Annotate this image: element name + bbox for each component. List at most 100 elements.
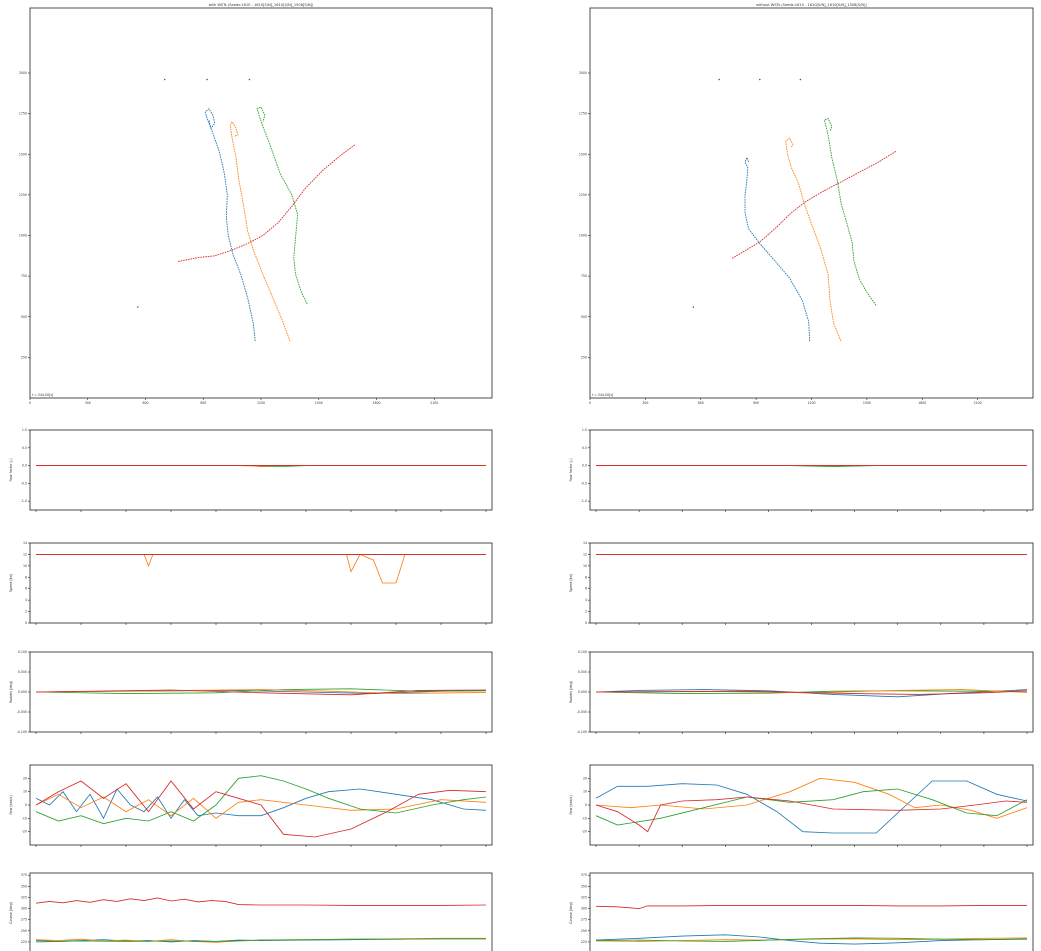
- left-timeseries-ylabel: Rudder [deg]: [9, 680, 13, 703]
- left-timeseries-green-line: [35, 938, 486, 943]
- right-trajectory-ytick-label: 500: [581, 315, 587, 319]
- right-timeseries-green-line: [595, 690, 1027, 695]
- left-timeseries-ytick-label: 0: [25, 803, 27, 807]
- right-trajectory-marker: [759, 78, 761, 81]
- left-timeseries-red-line: [35, 897, 487, 906]
- right-timeseries-ytick-label: 225: [581, 940, 587, 944]
- right-timeseries-ytick-label: 6: [585, 587, 587, 591]
- right-trajectory-frame: [589, 7, 1034, 399]
- right-timeseries-ytick-label: 8: [585, 575, 587, 579]
- right-timeseries-ytick-label: 0.5: [582, 446, 587, 450]
- left-trajectory-xtick-label: 900: [200, 401, 206, 405]
- left-timeseries-ytick-label: 350: [21, 884, 27, 888]
- right-trajectory-ytick-label: 1000: [579, 234, 587, 238]
- left-timeseries-ytick-label: 250: [21, 929, 27, 933]
- right-trajectory-ytick-label: 250: [581, 355, 587, 359]
- left-timeseries-panel-5: [28, 872, 493, 951]
- left-timeseries-ytick-label: 6: [25, 587, 27, 591]
- left-trajectory-ytick-label: 250: [21, 355, 27, 359]
- left-timeseries-ylabel: Rew [rad/s]: [9, 795, 13, 815]
- right-timeseries-orange-line: [595, 777, 1028, 819]
- left-timeseries-frame: [29, 429, 493, 511]
- right-trajectory-green-track: [823, 117, 877, 306]
- right-trajectory-marker: [692, 306, 695, 308]
- left-trajectory-orange-track: [229, 120, 291, 342]
- left-timeseries-ytick-label: 2: [25, 610, 27, 614]
- right-timeseries-ytick-label: 0: [585, 621, 587, 625]
- left-trajectory-xtick-label: 0: [29, 401, 31, 405]
- left-timeseries-ytick-label: -0.100: [17, 730, 27, 734]
- right-timeseries-panel-1: [588, 429, 1034, 512]
- right-trajectory-xtick-label: 1500: [863, 401, 871, 405]
- right-timeseries-ytick-label: 14: [583, 541, 587, 545]
- right-trajectory-xtick-label: 1800: [918, 401, 926, 405]
- left-timeseries-frame: [29, 872, 493, 951]
- left-timeseries-red-line: [35, 780, 487, 838]
- left-timeseries-ytick-label: 0.0: [22, 464, 27, 468]
- left-timeseries-ytick-label: -0.050: [17, 710, 27, 714]
- right-timeseries-ytick-label: 325: [581, 895, 587, 899]
- right-trajectory-time-label: t = 244.00[s]: [592, 393, 613, 397]
- left-timeseries-ylabel: Course [deg]: [9, 901, 13, 924]
- right-trajectory-title: without WSTs (Seeds:1610 - 1610[S/N]_161…: [756, 3, 867, 7]
- right-trajectory-panel: [588, 7, 1034, 400]
- right-timeseries-ytick-label: -10: [582, 816, 587, 820]
- right-trajectory-xtick-label: 600: [698, 401, 704, 405]
- left-trajectory-xtick-label: 1200: [257, 401, 265, 405]
- left-trajectory-ytick-label: 1000: [19, 234, 27, 238]
- left-timeseries-green-line: [35, 688, 487, 695]
- right-timeseries-red-line: [595, 904, 1027, 910]
- left-trajectory-marker: [248, 78, 251, 81]
- right-timeseries-ytick-label: -1.0: [581, 499, 587, 503]
- left-timeseries-ytick-label: 225: [21, 940, 27, 944]
- right-timeseries-ylabel: Rew factor [-]: [569, 458, 573, 482]
- left-timeseries-ytick-label: 10: [23, 790, 27, 794]
- left-trajectory-xtick-label: 1800: [372, 401, 380, 405]
- right-timeseries-panel-5: [588, 872, 1034, 951]
- left-timeseries-ytick-label: 325: [21, 895, 27, 899]
- right-timeseries-ytick-label: 1.0: [582, 428, 587, 432]
- left-timeseries-ylabel: Speed [kn]: [9, 573, 13, 592]
- left-timeseries-ytick-label: 1.0: [22, 428, 27, 432]
- left-trajectory-ytick-label: 750: [21, 274, 27, 278]
- right-trajectory-blue-track: [744, 156, 811, 342]
- right-timeseries-ytick-label: 0.050: [578, 670, 587, 674]
- right-timeseries-red-line: [595, 796, 1028, 833]
- left-timeseries-ylabel: Rew factor [-]: [9, 458, 13, 482]
- left-timeseries-ytick-label: 0.050: [18, 670, 27, 674]
- left-timeseries-ytick-label: 0.000: [18, 690, 27, 694]
- right-timeseries-ylabel: Rudder [deg]: [569, 680, 573, 703]
- left-trajectory-title: with WSTs (Seeds:1610 - 1610[S/N]_1610[S…: [209, 3, 314, 7]
- left-timeseries-ytick-label: 300: [21, 907, 27, 911]
- left-timeseries-ytick-label: 0.100: [18, 650, 27, 654]
- left-timeseries-ytick-label: 375: [21, 873, 27, 877]
- right-trajectory-orange-track: [785, 137, 842, 342]
- right-timeseries-ytick-label: -0.050: [577, 710, 587, 714]
- right-timeseries-blue-line: [595, 934, 1028, 945]
- right-timeseries-ytick-label: 0: [585, 803, 587, 807]
- left-trajectory-frame: [29, 7, 493, 399]
- right-timeseries-panel-3: [588, 651, 1034, 734]
- right-timeseries-ylabel: Course [deg]: [569, 901, 573, 924]
- left-timeseries-panel-1: [28, 429, 493, 512]
- left-timeseries-ytick-label: -1.0: [21, 499, 27, 503]
- left-timeseries-ytick-label: -10: [22, 816, 27, 820]
- left-trajectory-xtick-label: 300: [85, 401, 91, 405]
- right-timeseries-ytick-label: 20: [583, 776, 587, 780]
- right-timeseries-ylabel: Rew [rad/s]: [569, 795, 573, 815]
- right-trajectory-xtick-label: 1200: [807, 401, 815, 405]
- right-timeseries-frame: [589, 542, 1034, 624]
- right-timeseries-ytick-label: -0.100: [577, 730, 587, 734]
- right-timeseries-ytick-label: 350: [581, 884, 587, 888]
- right-timeseries-ytick-label: 0.0: [582, 464, 587, 468]
- left-trajectory-panel: [28, 7, 493, 400]
- right-timeseries-ytick-label: 250: [581, 929, 587, 933]
- right-timeseries-frame: [589, 429, 1034, 511]
- left-trajectory-green-track: [256, 106, 308, 305]
- left-trajectory-xtick-label: 2100: [430, 401, 438, 405]
- left-timeseries-orange-line: [35, 793, 487, 819]
- right-timeseries-green-line: [595, 788, 1028, 826]
- left-trajectory-xtick-label: 1500: [315, 401, 323, 405]
- left-timeseries-ytick-label: 0: [25, 621, 27, 625]
